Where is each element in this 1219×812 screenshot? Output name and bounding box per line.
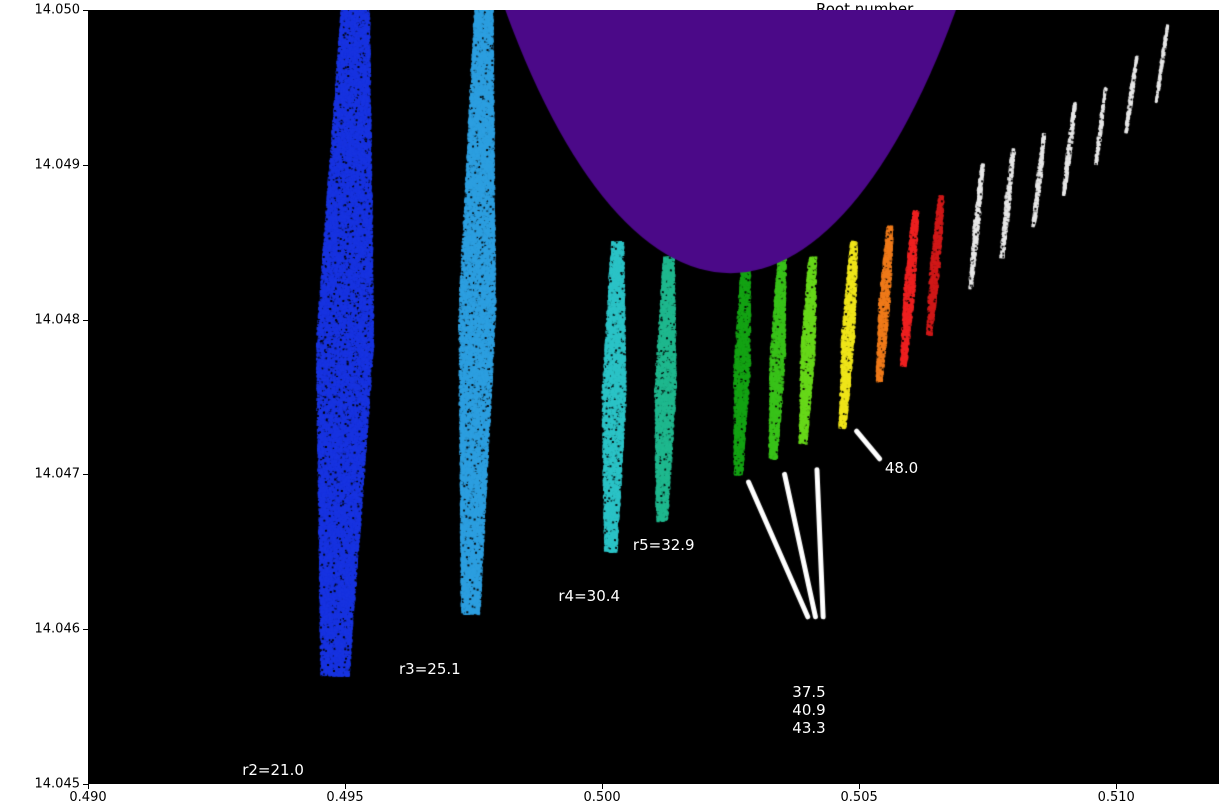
annotation-label: 37.5 40.9 43.3: [792, 683, 825, 737]
axis-tick-label: 14.047: [35, 467, 81, 482]
axis-tick-label: 0.500: [583, 790, 620, 805]
axis-tick: [83, 10, 88, 11]
axis-tick: [83, 784, 88, 785]
axis-tick-label: 0.510: [1098, 790, 1135, 805]
axis-tick-label: 14.049: [35, 157, 81, 172]
axis-tick-label: 0.495: [326, 790, 363, 805]
axis-tick: [83, 165, 88, 166]
axis-tick: [83, 629, 88, 630]
axis-tick-label: 14.048: [35, 312, 81, 327]
axis-tick: [1116, 784, 1117, 789]
axis-tick: [83, 474, 88, 475]
chart-root: Root number r2=21.0r3=25.1r4=30.4r5=32.9…: [0, 0, 1219, 812]
plot-canvas: [88, 10, 1219, 784]
axis-tick: [602, 784, 603, 789]
axis-tick-label: 0.490: [69, 790, 106, 805]
annotation-label: 48.0: [885, 459, 918, 477]
plot-area: r2=21.0 r3=25.1 r4=30.4 r5=32.9 37.5 40.9 43…: [88, 10, 1219, 784]
annotation-label: r2=21.0: [242, 761, 304, 779]
axis-tick-label: 0.505: [841, 790, 878, 805]
annotation-label: r3=25.1: [399, 660, 461, 678]
axis-tick: [345, 784, 346, 789]
axis-tick: [83, 320, 88, 321]
annotation-label: r4=30.4: [558, 587, 620, 605]
axis-tick: [88, 784, 89, 789]
annotation-label: r5=32.9: [633, 536, 695, 554]
axis-tick-label: 14.045: [35, 777, 81, 792]
axis-tick: [859, 784, 860, 789]
axis-tick-label: 14.050: [35, 3, 81, 18]
axis-tick-label: 14.046: [35, 622, 81, 637]
